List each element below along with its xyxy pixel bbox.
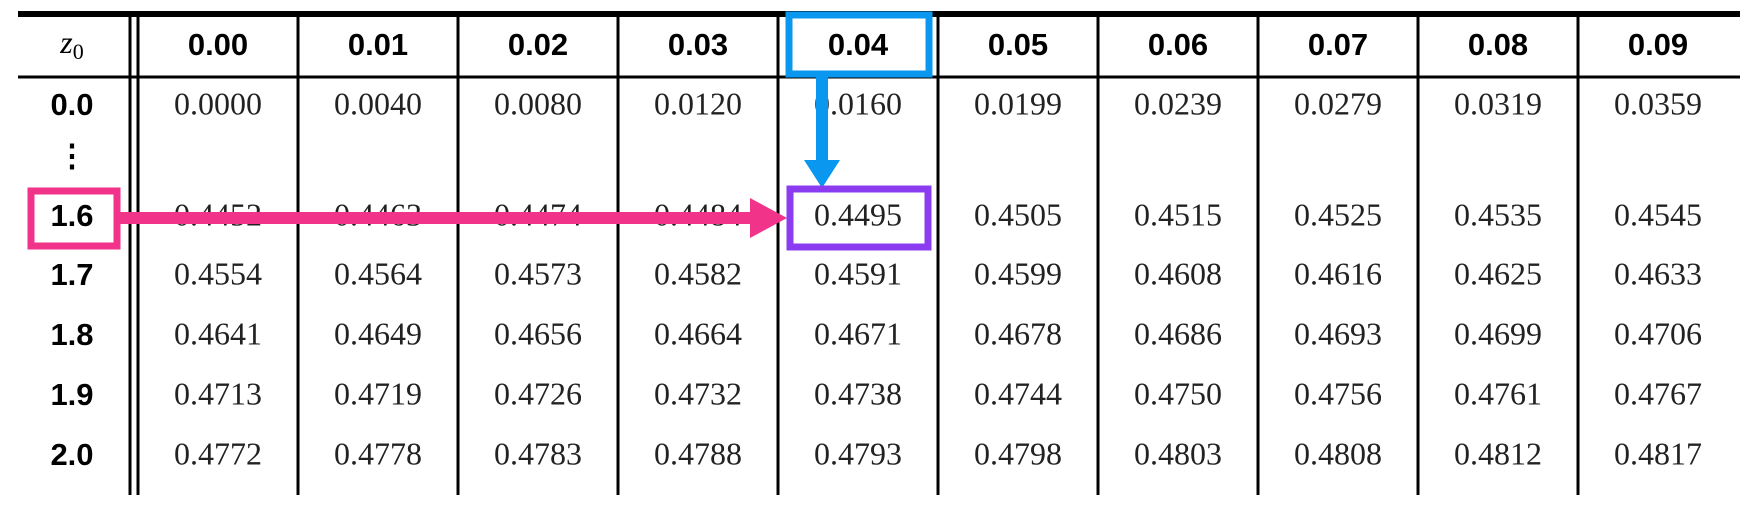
cell-value: 0.4633	[1614, 255, 1702, 291]
corner-subscript: 0	[73, 39, 84, 64]
cell-value: 0.4783	[494, 435, 582, 471]
cell-value: 0.4616	[1294, 255, 1382, 291]
cell-value: 0.4671	[814, 315, 902, 351]
cell-value: 0.4573	[494, 255, 582, 291]
cell-value: 0.4798	[974, 435, 1062, 471]
cell-value: 0.4812	[1454, 435, 1542, 471]
cell-value: 0.0120	[654, 85, 742, 121]
corner-label: z0	[59, 24, 83, 64]
cell-value: 0.4767	[1614, 375, 1702, 411]
column-highlight	[785, 11, 933, 78]
column-header: 0.01	[348, 27, 408, 62]
cell-value: 0.4713	[174, 375, 262, 411]
cell-value: 0.4582	[654, 255, 742, 291]
cell-value: 0.4726	[494, 375, 582, 411]
cell-value: 0.4699	[1454, 315, 1542, 351]
row-label: 1.6	[50, 198, 93, 233]
ellipsis: ⋮	[57, 138, 88, 173]
cell-value: 0.0279	[1294, 85, 1382, 121]
cell-value: 0.4564	[334, 255, 422, 291]
cell-value: 0.4625	[1454, 255, 1542, 291]
result-highlight	[786, 185, 932, 251]
cell-value: 0.4495	[814, 196, 902, 232]
cell-value: 0.4678	[974, 315, 1062, 351]
row-label: 0.0	[50, 87, 93, 122]
cell-value: 0.4706	[1614, 315, 1702, 351]
cell-value: 0.4719	[334, 375, 422, 411]
cell-value: 0.4664	[654, 315, 742, 351]
cell-value: 0.4738	[814, 375, 902, 411]
cell-value: 0.4778	[334, 435, 422, 471]
cell-value: 0.4686	[1134, 315, 1222, 351]
cell-value: 0.4649	[334, 315, 422, 351]
cells: z0 0.00 0.01 0.02 0.03 0.04 0.05 0.06 0.07 0.08 0…	[50, 24, 1702, 472]
cell-value: 0.0359	[1614, 85, 1702, 121]
row-label: 1.8	[50, 317, 93, 352]
cell-value: 0.4761	[1454, 375, 1542, 411]
column-header: 0.06	[1148, 27, 1208, 62]
cell-value: 0.4817	[1614, 435, 1702, 471]
cell-value: 0.4772	[174, 435, 262, 471]
cell-value: 0.4808	[1294, 435, 1382, 471]
corner-symbol: z	[59, 24, 73, 60]
cell-value: 0.4656	[494, 315, 582, 351]
cell-value: 0.4599	[974, 255, 1062, 291]
cell-value: 0.4641	[174, 315, 262, 351]
column-header: 0.03	[668, 27, 728, 62]
cell-value: 0.0319	[1454, 85, 1542, 121]
row-label: 1.7	[50, 257, 93, 292]
column-header: 0.07	[1308, 27, 1368, 62]
column-header: 0.00	[188, 27, 248, 62]
right-arrow-head	[750, 198, 787, 238]
cell-value: 0.4788	[654, 435, 742, 471]
cell-value: 0.4693	[1294, 315, 1382, 351]
column-header: 0.08	[1468, 27, 1528, 62]
cell-value: 0.0000	[174, 85, 262, 121]
cell-value: 0.0040	[334, 85, 422, 121]
cell-value: 0.0199	[974, 85, 1062, 121]
highlight-overlay	[27, 11, 933, 251]
cell-value: 0.4505	[974, 196, 1062, 232]
cell-value: 0.4535	[1454, 196, 1542, 232]
down-arrow-shaft	[816, 74, 828, 166]
cell-value: 0.4744	[974, 375, 1062, 411]
cell-value: 0.4732	[654, 375, 742, 411]
column-header: 0.05	[988, 27, 1048, 62]
column-header: 0.04	[828, 27, 889, 62]
cell-value: 0.4515	[1134, 196, 1222, 232]
cell-value: 0.4591	[814, 255, 902, 291]
cell-value: 0.4554	[174, 255, 262, 291]
row-label: 2.0	[50, 437, 93, 472]
row-label: 1.9	[50, 377, 93, 412]
cell-value: 0.4545	[1614, 196, 1702, 232]
down-arrow-head	[804, 160, 840, 188]
cell-value: 0.0239	[1134, 85, 1222, 121]
cell-value: 0.0080	[494, 85, 582, 121]
cell-value: 0.4525	[1294, 196, 1382, 232]
cell-value: 0.4803	[1134, 435, 1222, 471]
column-header: 0.09	[1628, 27, 1688, 62]
right-arrow-shaft	[117, 212, 757, 224]
cell-value: 0.4750	[1134, 375, 1222, 411]
cell-value: 0.4756	[1294, 375, 1382, 411]
column-header: 0.02	[508, 27, 568, 62]
cell-value: 0.4608	[1134, 255, 1222, 291]
cell-value: 0.4793	[814, 435, 902, 471]
cell-value: 0.0160	[814, 85, 902, 121]
